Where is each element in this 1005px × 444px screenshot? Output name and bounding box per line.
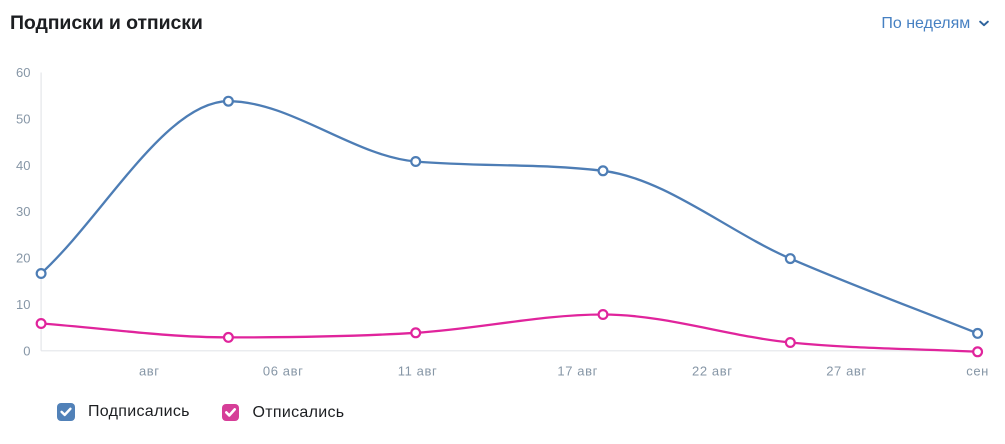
svg-text:50: 50 <box>16 111 30 126</box>
svg-text:60: 60 <box>16 65 30 80</box>
svg-text:сен: сен <box>966 364 989 379</box>
svg-text:11 авг: 11 авг <box>398 364 438 379</box>
svg-text:40: 40 <box>16 158 30 173</box>
svg-text:авг: авг <box>139 364 160 379</box>
svg-text:0: 0 <box>23 344 30 359</box>
svg-text:30: 30 <box>16 204 30 219</box>
svg-text:10: 10 <box>16 297 30 312</box>
svg-text:20: 20 <box>16 251 30 266</box>
svg-text:22 авг: 22 авг <box>692 364 733 379</box>
svg-text:27 авг: 27 авг <box>826 364 867 379</box>
svg-text:17 авг: 17 авг <box>557 364 598 379</box>
svg-text:06 авг: 06 авг <box>263 364 304 379</box>
